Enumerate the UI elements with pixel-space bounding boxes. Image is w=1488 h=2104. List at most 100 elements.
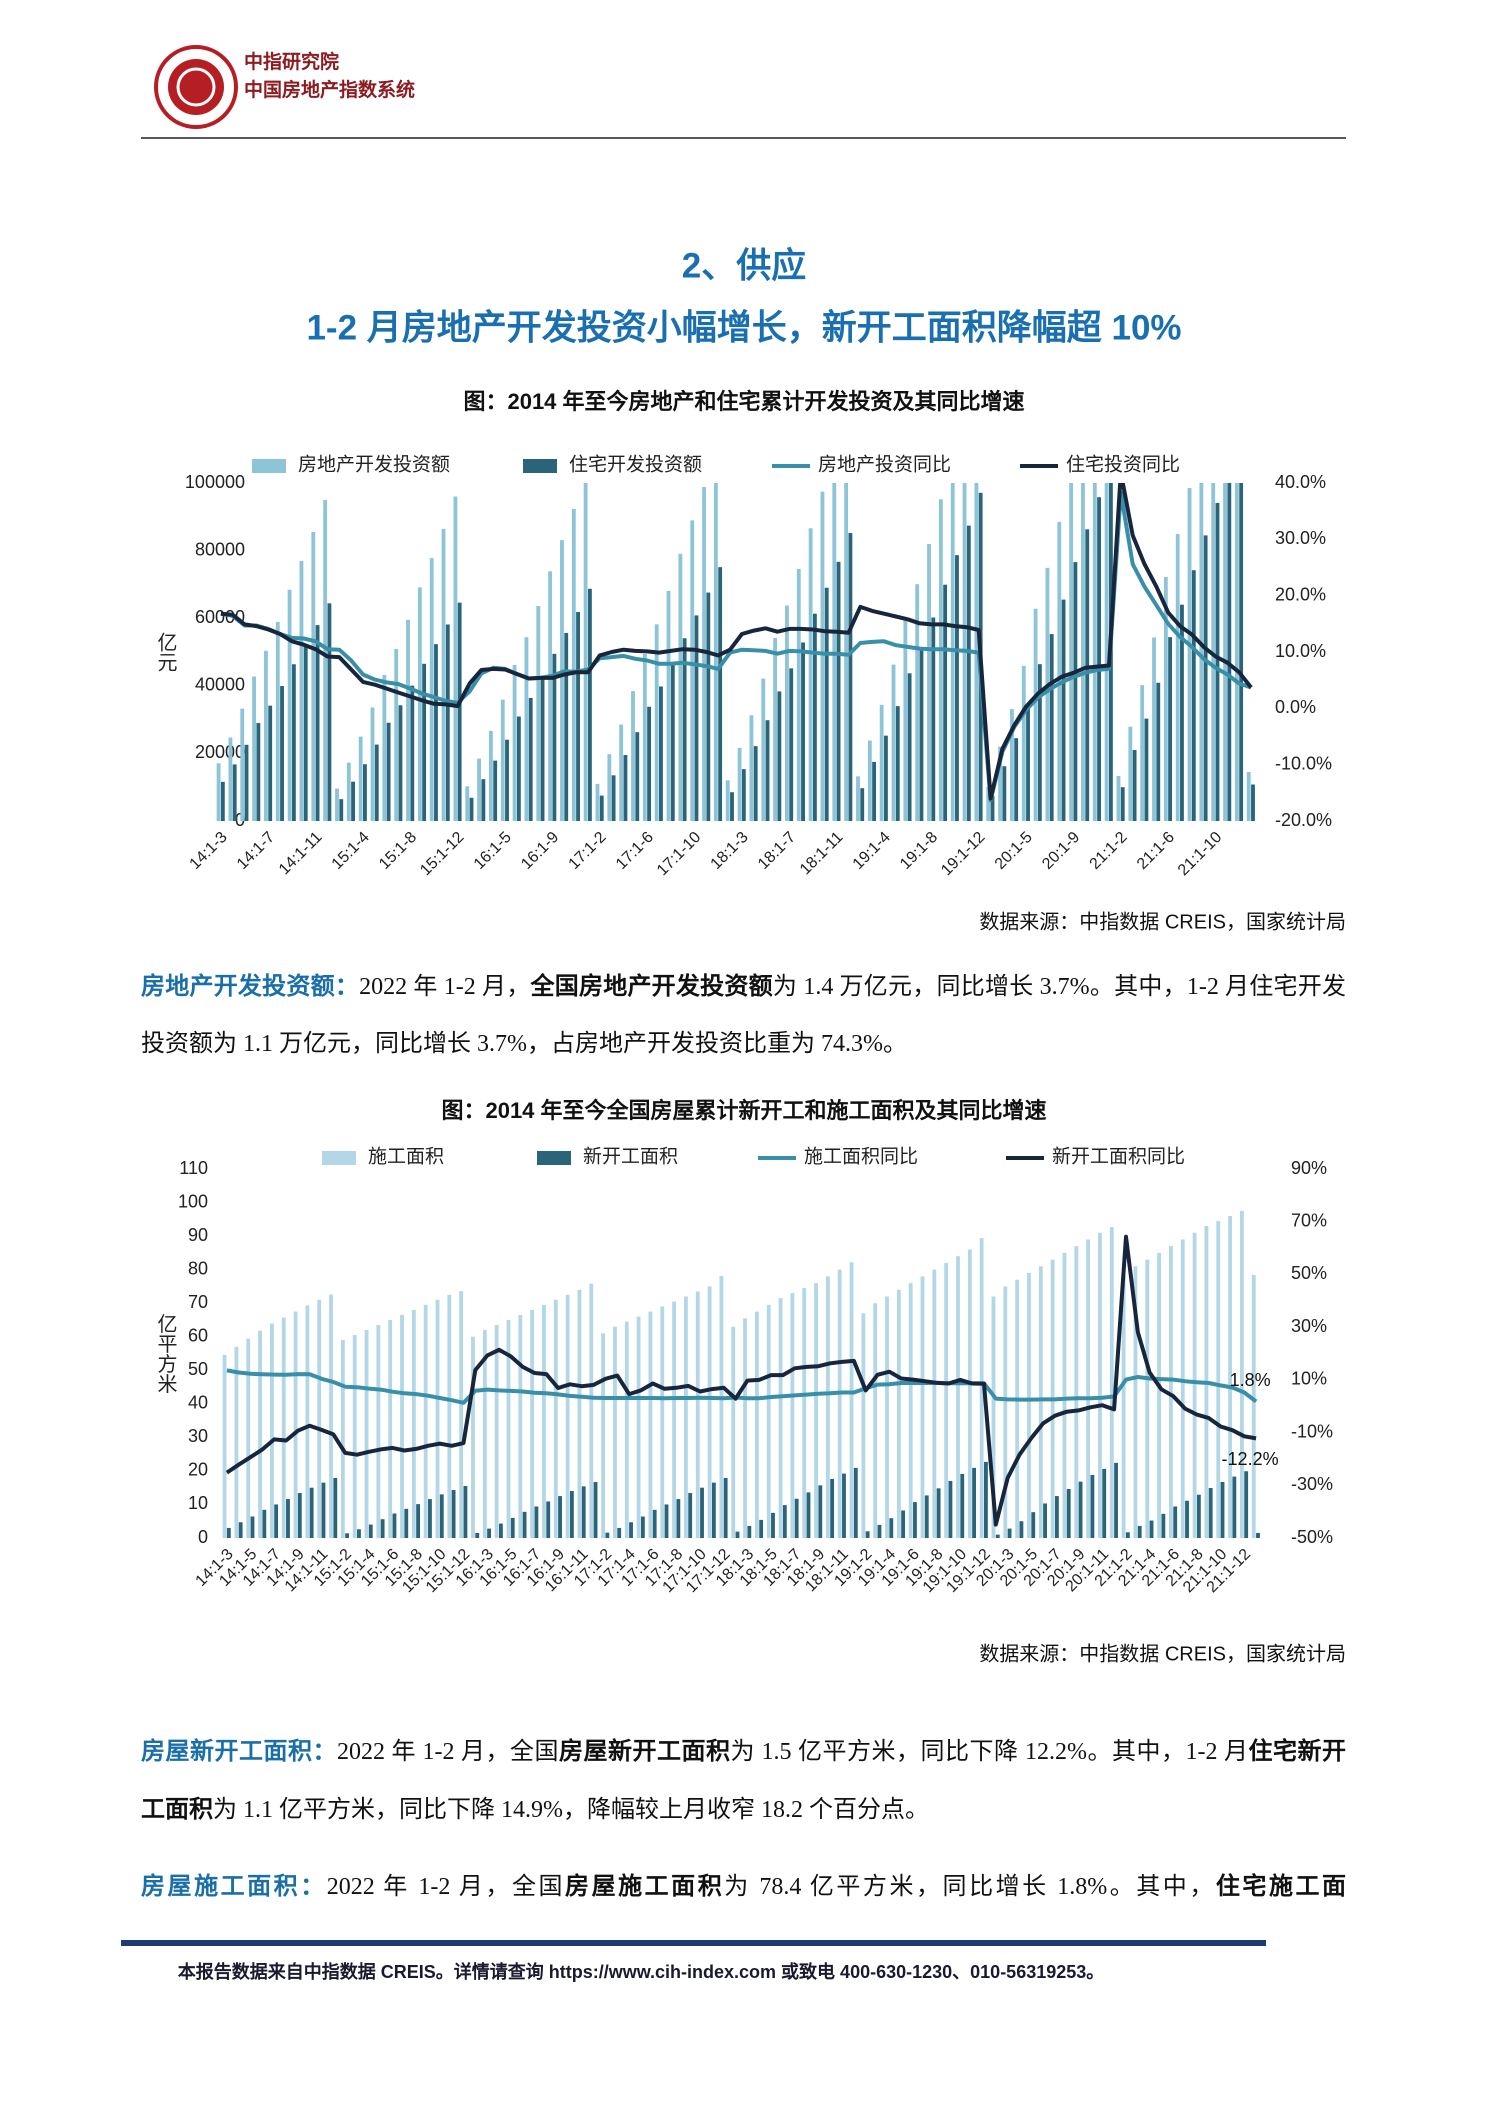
bar (1015, 1279, 1020, 1538)
x-tick-label: 19:1-4 (850, 829, 894, 873)
bar (824, 587, 829, 821)
bar (1185, 1500, 1189, 1538)
x-tick-label: 20:1-5 (992, 829, 1036, 873)
bar (782, 1505, 787, 1538)
paragraph-text: 2022 年 1-2 月， (359, 974, 531, 1000)
bar (1244, 1471, 1249, 1538)
bar (246, 1338, 251, 1538)
bar (879, 704, 884, 821)
bar (1145, 1259, 1150, 1538)
bar (1109, 1227, 1114, 1538)
section-number: 2、供应 (682, 245, 806, 285)
bar (1256, 1532, 1260, 1538)
x-tick-label: 15:1-8 (376, 829, 420, 873)
bar (640, 1516, 645, 1538)
bar (761, 678, 766, 821)
x-tick-label: 19:1-12 (938, 829, 988, 879)
y2-tick-label: 20.0% (1275, 584, 1326, 604)
bar (607, 754, 612, 821)
plot (222, 1210, 1260, 1538)
bar (244, 744, 249, 821)
bar (605, 1532, 610, 1538)
bar (264, 650, 268, 821)
bar (293, 1311, 298, 1538)
bar (860, 788, 865, 821)
bar (754, 1311, 759, 1538)
bar (766, 1304, 771, 1538)
bar (516, 716, 521, 821)
bar (920, 1276, 925, 1538)
bar (553, 1299, 558, 1538)
paragraph-text: 为 1.1 亿平方米，同比下降 14.9%，降幅较上月收窄 18.2 个百分点。 (213, 1797, 929, 1823)
bar (1104, 483, 1109, 821)
bar (1191, 570, 1196, 821)
bar (877, 1524, 882, 1538)
y-tick-label: 70 (188, 1292, 208, 1312)
bar (252, 676, 257, 821)
bar (1086, 1239, 1091, 1538)
x-tick-label: 19:1-8 (897, 829, 941, 873)
bar (1220, 1481, 1225, 1538)
bar (654, 624, 659, 821)
bar (932, 1269, 937, 1538)
x-tick-label: 21:1-2 (1087, 829, 1131, 873)
bar (1208, 1488, 1213, 1538)
bar (966, 525, 971, 821)
bar (944, 1262, 949, 1538)
bar (258, 1330, 262, 1538)
paragraph-text: 住宅新开工面积 (141, 1738, 1347, 1823)
bar (844, 483, 849, 821)
bar (619, 724, 624, 821)
bar (856, 776, 860, 821)
y-tick-label: 20000 (195, 742, 245, 762)
logo (154, 45, 238, 129)
bar (943, 584, 948, 821)
bar (321, 1482, 326, 1538)
bar (451, 1490, 456, 1538)
bar (825, 1276, 830, 1538)
source: 数据来源：中指数据 CREIS，国家统计局 (979, 910, 1346, 933)
y-tick-label: 100000 (185, 472, 245, 492)
bar (771, 1512, 775, 1538)
bar (435, 1299, 440, 1538)
bar (299, 560, 304, 821)
bar (867, 740, 872, 821)
y-tick-label: 30 (188, 1426, 208, 1446)
bar (565, 1294, 570, 1538)
y2-tick-label: 70% (1291, 1210, 1327, 1230)
bar (670, 663, 675, 821)
x-tick-label: 18:1-11 (797, 829, 847, 879)
y-tick-label: 60000 (195, 607, 245, 627)
legend-label: 房地产投资同比 (818, 453, 951, 475)
bar (796, 568, 801, 821)
bar (1009, 709, 1014, 821)
paragraph-text: 全国房地产开发投资额 (530, 973, 773, 1000)
paragraph-label: 房屋新开工面积： (141, 1738, 338, 1765)
bar (974, 483, 979, 821)
y2-tick-label: 40.0% (1275, 472, 1326, 492)
bar (411, 1309, 416, 1538)
bar (1085, 529, 1090, 821)
bar (777, 691, 782, 821)
bar (1144, 718, 1149, 821)
paragraph-label: 房地产开发投资额： (141, 973, 360, 1000)
bar (493, 760, 498, 821)
paragraph-text: 房屋新开工面积 (559, 1738, 731, 1765)
bar (1211, 483, 1216, 821)
bar (919, 647, 924, 821)
bar (837, 1269, 842, 1538)
bar (417, 587, 422, 821)
bar (956, 1256, 960, 1538)
plot (216, 483, 1255, 821)
y2-tick-label: -10% (1291, 1421, 1333, 1441)
bar (599, 795, 604, 821)
bar (1037, 664, 1042, 821)
bar (1007, 1528, 1012, 1538)
bar (374, 744, 379, 821)
bar (647, 706, 652, 821)
paragraph-text: 为 1.4 万亿元，同比增长 3.7%。其中，1-2 月住宅开发投资额为 1.1… (141, 974, 1346, 1057)
bar (429, 558, 434, 821)
bar (1223, 483, 1227, 821)
legend-label: 房地产开发投资额 (298, 453, 450, 475)
